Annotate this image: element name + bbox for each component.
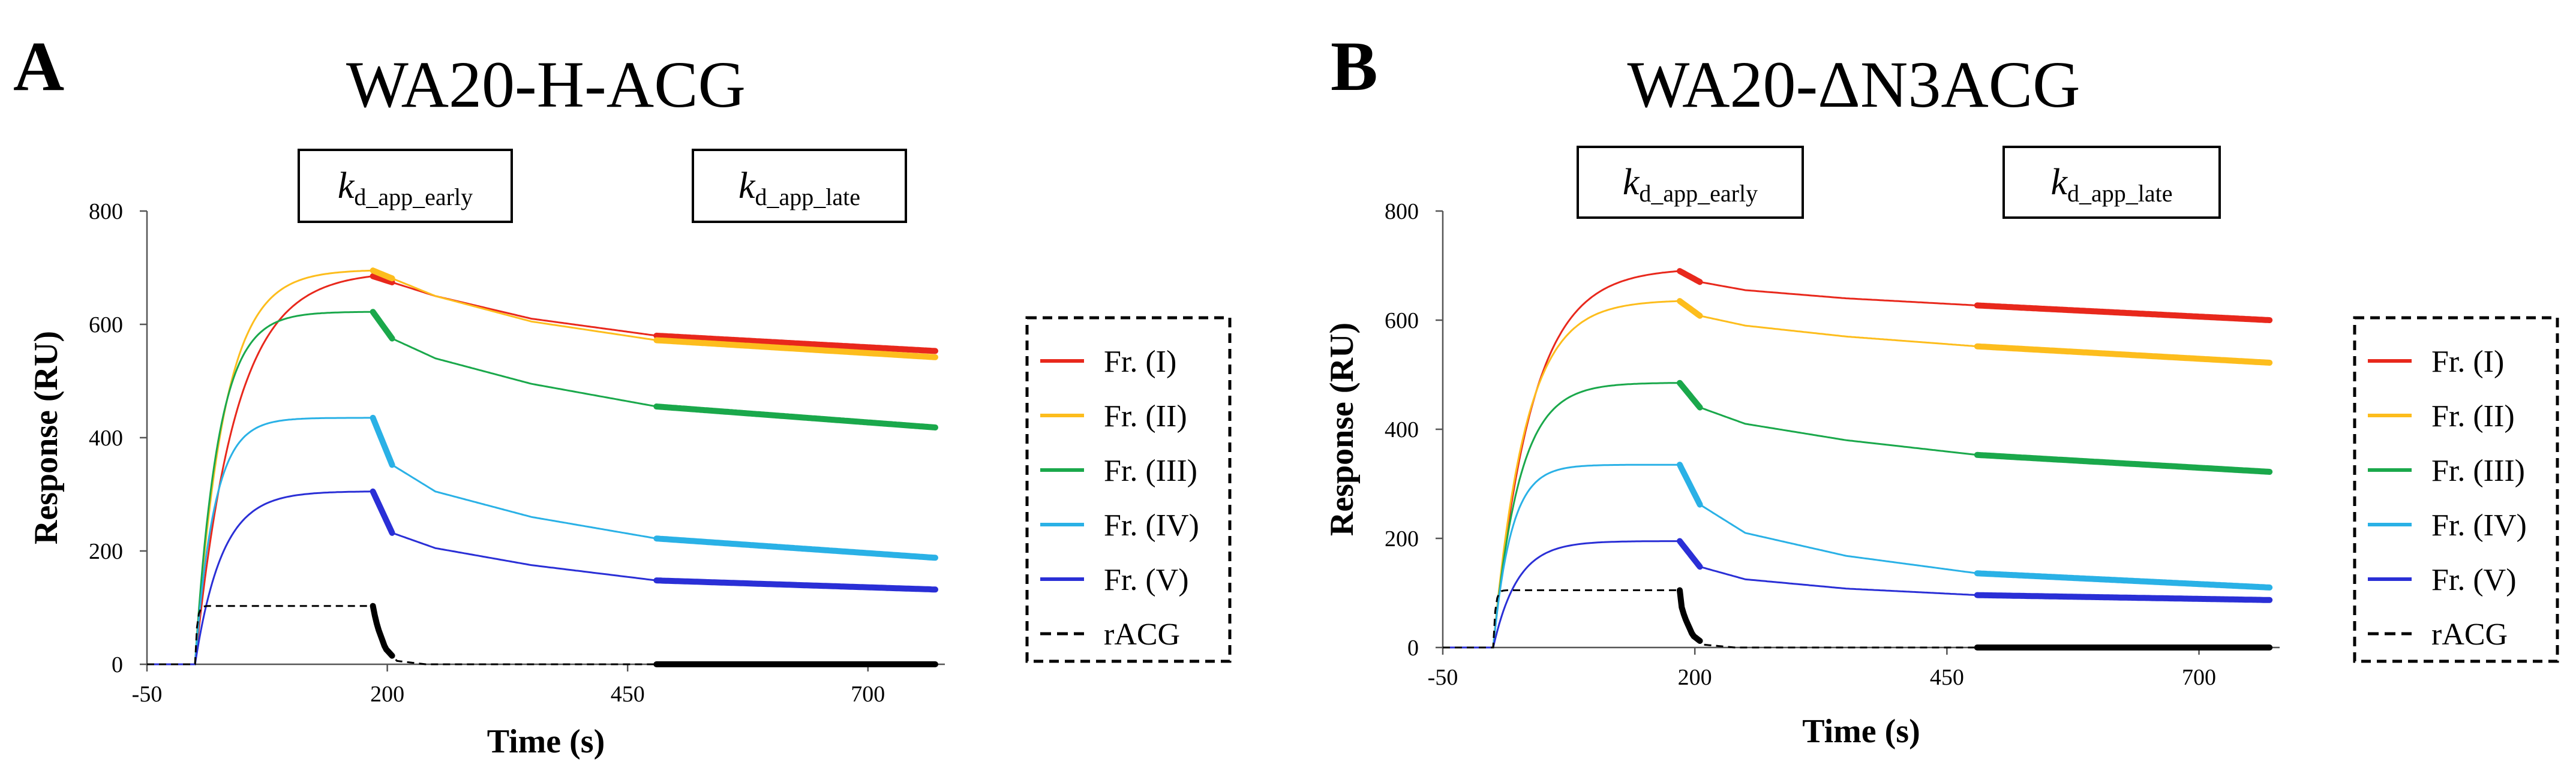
legend-frame	[1025, 316, 1232, 663]
x-tick-label: -50	[1428, 665, 1458, 690]
fit-segment-late	[1974, 570, 2273, 591]
chart-title: WA20-H-ACG	[346, 48, 746, 121]
fit-segment-early	[1677, 462, 1703, 508]
legend-frame	[2353, 316, 2559, 663]
kd-box-frame	[298, 149, 513, 223]
series-line	[1443, 463, 2270, 649]
kd-box-frame	[692, 149, 907, 223]
y-tick-label: 800	[89, 199, 123, 224]
legend: Fr. (I) Fr. (II) Fr. (III) Fr. (IV) Fr. (V) r…	[2353, 316, 2559, 663]
y-tick-label: 200	[89, 539, 123, 564]
legend-label: Fr. (I)	[2431, 345, 2504, 379]
fit-segment-late	[653, 577, 938, 593]
legend-label: Fr. (IV)	[1104, 508, 1199, 543]
kd-box-frame	[2002, 146, 2221, 219]
chart-title: WA20-ΔN3ACG	[1627, 48, 2080, 121]
y-tick-label: 0	[1407, 636, 1419, 661]
fit-segment-late	[653, 535, 938, 561]
fit-segment-late	[1974, 592, 2273, 603]
x-tick-label: 200	[1678, 665, 1712, 690]
fit-segment-early	[370, 267, 395, 282]
legend: Fr. (I) Fr. (II) Fr. (III) Fr. (IV) Fr. (V) r…	[1025, 316, 1232, 663]
legend-label: Fr. (V)	[1104, 563, 1189, 597]
series-line	[147, 417, 936, 665]
panel-letter: A	[13, 27, 64, 106]
fit-segment-early	[370, 309, 395, 342]
series-line	[147, 605, 935, 665]
x-axis-title: Time (s)	[487, 723, 605, 760]
fit-segment-late	[1974, 343, 2273, 366]
y-axis-title: Response (RU)	[28, 331, 65, 544]
fit-segment-early	[1677, 538, 1703, 570]
fit-segment-early	[1677, 380, 1703, 411]
y-axis-title: Response (RU)	[1323, 323, 1361, 536]
legend-label: Fr. (III)	[1104, 454, 1197, 488]
fit-segment-late	[653, 403, 938, 430]
x-tick-label: -50	[132, 682, 163, 707]
legend-label: Fr. (II)	[1104, 399, 1187, 433]
x-tick-label: 450	[611, 682, 645, 707]
fit-segment-late	[1974, 302, 2273, 323]
legend-label: Fr. (III)	[2431, 454, 2525, 488]
kd-late-box: kd_app_late	[692, 149, 907, 223]
y-tick-label: 600	[89, 312, 123, 338]
legend-label: rACG	[2431, 618, 2508, 652]
kd-label: kd_app_late	[2050, 162, 2172, 207]
kd-early-box: kd_app_early	[1577, 146, 1804, 219]
y-tick-label: 400	[1385, 417, 1419, 442]
kd-label: kd_app_late	[738, 165, 860, 210]
fit-segment-early	[370, 273, 395, 285]
fit-segment-early	[370, 414, 395, 468]
chart-panel-b: B WA20-ΔN3ACG 0 200 400 600 800 -50 200 450 700 Tim…	[1323, 27, 2559, 750]
fit-segment-early	[1677, 268, 1703, 285]
y-tick-label: 200	[1385, 526, 1419, 552]
y-tick-label: 400	[89, 426, 123, 451]
x-tick-label: 700	[851, 682, 885, 707]
fit-segment-early	[1677, 298, 1703, 319]
legend-label: Fr. (V)	[2431, 563, 2517, 597]
legend-label: rACG	[1104, 618, 1180, 652]
series-line	[147, 311, 936, 665]
fit-segment-late	[1974, 451, 2273, 475]
x-tick-label: 700	[2182, 665, 2216, 690]
legend-label: Fr. (I)	[1104, 345, 1176, 379]
legend-label: Fr. (IV)	[2431, 508, 2527, 543]
x-tick-label: 450	[1930, 665, 1964, 690]
series-line	[1443, 382, 2270, 649]
kd-label: kd_app_early	[338, 165, 473, 210]
fit-segment-late	[653, 337, 938, 360]
kd-label: kd_app_early	[1623, 162, 1758, 207]
fit-segment-early	[370, 488, 395, 536]
fit-segment-late	[653, 332, 938, 354]
y-tick-label: 0	[112, 652, 123, 677]
fit-segment-early	[1677, 587, 1703, 644]
panel-letter: B	[1331, 27, 1378, 106]
chart-panel-a: A WA20-H-ACG 0 200 400 600 800 -50 200 450 700 Time…	[13, 27, 1232, 760]
kd-late-box: kd_app_late	[2002, 146, 2221, 219]
x-axis-title: Time (s)	[1802, 713, 1920, 750]
series-line	[147, 490, 936, 665]
kd-box-frame	[1577, 146, 1804, 219]
y-tick-label: 800	[1385, 199, 1419, 224]
x-tick-label: 200	[370, 682, 404, 707]
legend-label: Fr. (II)	[2431, 399, 2515, 433]
y-tick-label: 600	[1385, 308, 1419, 333]
fit-segment-early	[370, 603, 395, 659]
kd-early-box: kd_app_early	[298, 149, 513, 223]
